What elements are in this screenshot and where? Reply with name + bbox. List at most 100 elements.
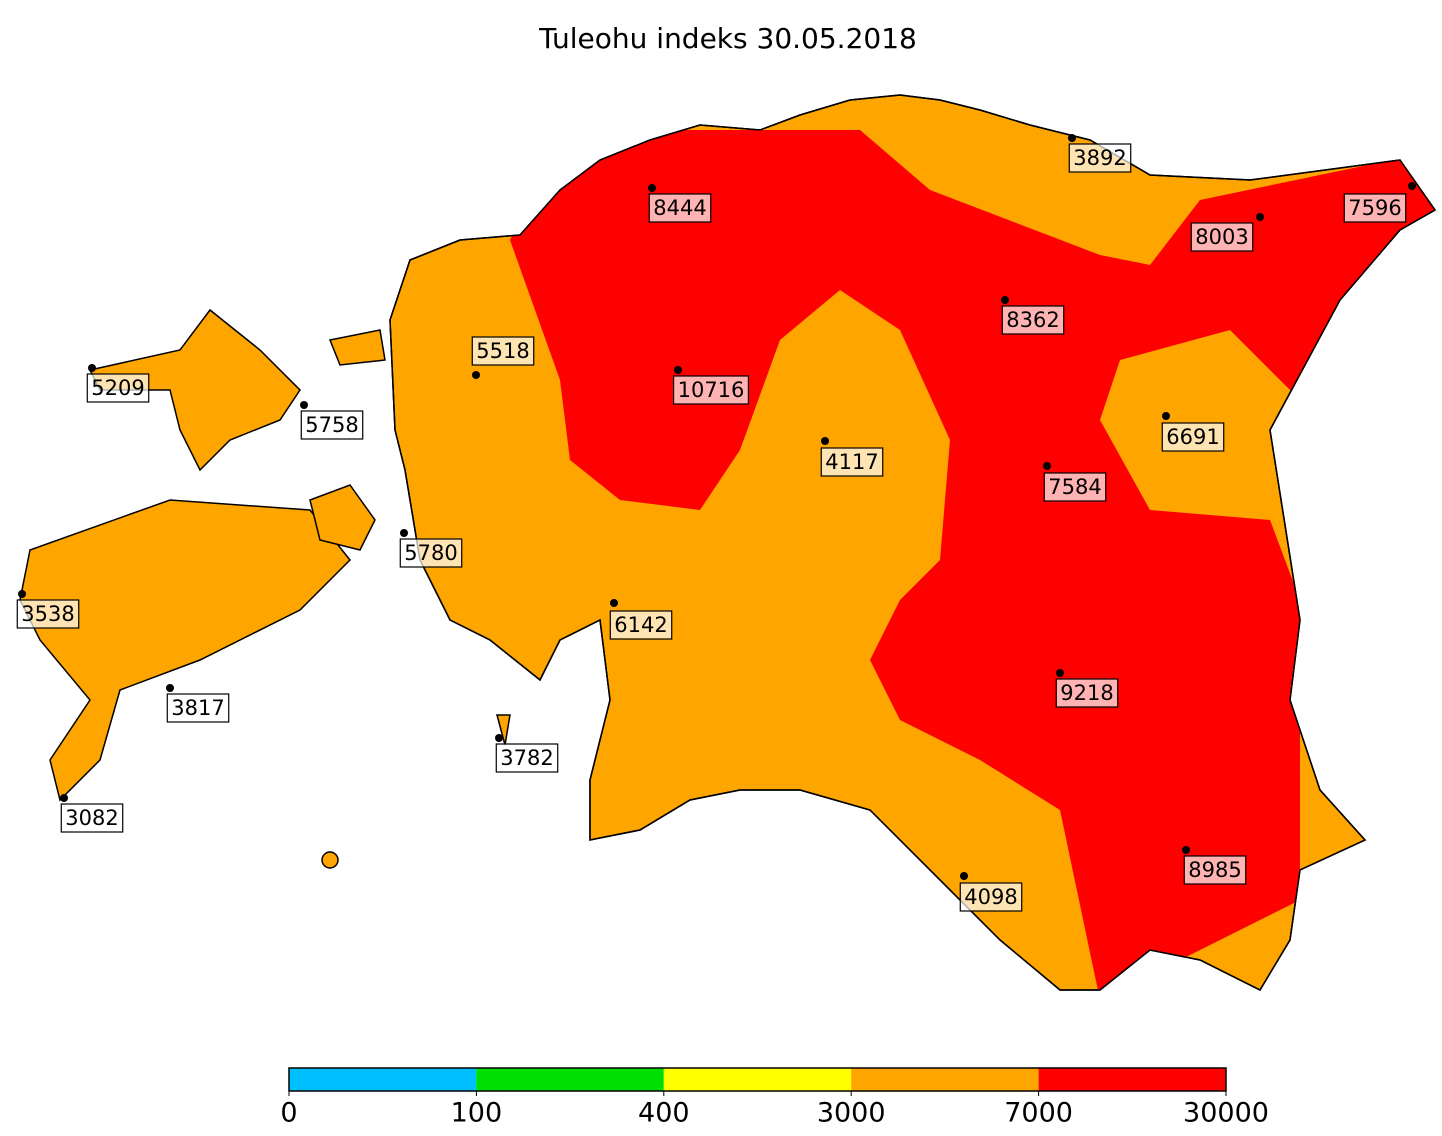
colorbar-segment [663,1068,852,1091]
station-dot [1043,462,1051,470]
station-label-box [300,410,364,440]
station-label-box [672,375,750,405]
station-dot [472,371,480,379]
station-label-box [471,336,535,366]
station-label-box [820,447,884,477]
station: 5209 [86,364,150,403]
station-label-box [648,193,712,223]
station: 3892 [1068,134,1132,173]
station-dot [1162,412,1170,420]
station-label-box [166,693,230,723]
station-dot [960,872,968,880]
saaremaa [19,499,352,802]
station-dot [495,734,503,742]
station: 6691 [1161,412,1225,452]
station: 7584 [1043,462,1107,502]
station: 8985 [1182,846,1247,885]
station-dot [821,437,829,445]
station-label-box [16,599,80,629]
map-title: Tuleohu indeks 30.05.2018 [538,22,917,55]
station-dot [300,401,308,409]
station-dot [88,364,96,372]
station-label-box [1161,422,1225,452]
station: 8444 [648,184,712,223]
station: 3817 [166,684,230,723]
station: 3082 [60,794,124,833]
station-value: 8985 [1188,858,1241,882]
station-value: 3538 [21,602,74,626]
station-dot [166,684,174,692]
colorbar-tick-label: 100 [451,1098,503,1129]
station-value: 8362 [1006,308,1059,332]
station: 3538 [16,590,80,629]
station: 7596 [1343,182,1416,223]
colorbar-tick-label: 0 [280,1098,297,1129]
station-dot [610,599,618,607]
station-label-box [959,882,1023,912]
station: 10716 [672,366,750,405]
kihnu [496,714,511,746]
station-label-box [1343,193,1407,223]
station-value: 3782 [500,746,553,770]
station: 5758 [300,401,364,440]
high-index-zone [510,130,1435,990]
colorbar-frame [288,1067,1227,1092]
station-value: 4098 [964,885,1017,909]
colorbar-segment [289,1068,477,1091]
colorbar-tick-label: 3000 [817,1098,886,1129]
station-label-box [1190,222,1254,252]
station: 8003 [1190,213,1264,252]
station: 8362 [1001,296,1065,335]
station-value: 7584 [1048,475,1101,499]
station: 3782 [495,734,559,773]
station: 4098 [959,872,1023,912]
station-dot [1256,213,1264,221]
land [19,94,1437,991]
station-value: 9218 [1060,681,1113,705]
station: 5518 [471,336,535,379]
station-label-box [86,373,150,403]
muhu [309,484,376,551]
station-value: 3892 [1073,146,1126,170]
station-label-box [1043,472,1107,502]
station-value: 7596 [1348,196,1401,220]
station-value: 5518 [476,339,529,363]
station-dot [1408,182,1416,190]
station-value: 5209 [91,376,144,400]
station-label-box [495,743,559,773]
station-value: 3082 [65,806,118,830]
station: 6142 [609,599,673,640]
station-label-box [1183,855,1247,885]
ruhnu [321,851,339,869]
station-value: 5780 [404,541,457,565]
station-dot [1068,134,1076,142]
station-label-box [1001,305,1065,335]
station-value: 8003 [1195,225,1248,249]
hiiumaa [88,308,301,472]
station-label-box [1068,143,1132,173]
vormsi [328,329,386,366]
station-label-box [399,538,463,568]
station: 4117 [820,437,884,477]
station-value: 6142 [614,613,667,637]
station-dot [648,184,656,192]
colorbar-tick-label: 30000 [1183,1098,1269,1129]
station-dot [400,529,408,537]
station-value: 10716 [678,378,745,402]
station-dot [674,366,682,374]
station-dot [60,794,68,802]
station-value: 8444 [653,196,706,220]
colorbar-tick-label: 7000 [1004,1098,1073,1129]
colorbar-segment [476,1068,664,1091]
colorbar-segment [1038,1068,1226,1091]
station-dot [1182,846,1190,854]
colorbar-segment [851,1068,1039,1091]
station-label-box [609,610,673,640]
station-value: 3817 [171,696,224,720]
station-label-box [60,803,124,833]
station-label-box [1055,678,1119,708]
mainland-outline [389,94,1437,991]
station-value: 6691 [1166,425,1219,449]
colorbar-tick-label: 400 [638,1098,690,1129]
